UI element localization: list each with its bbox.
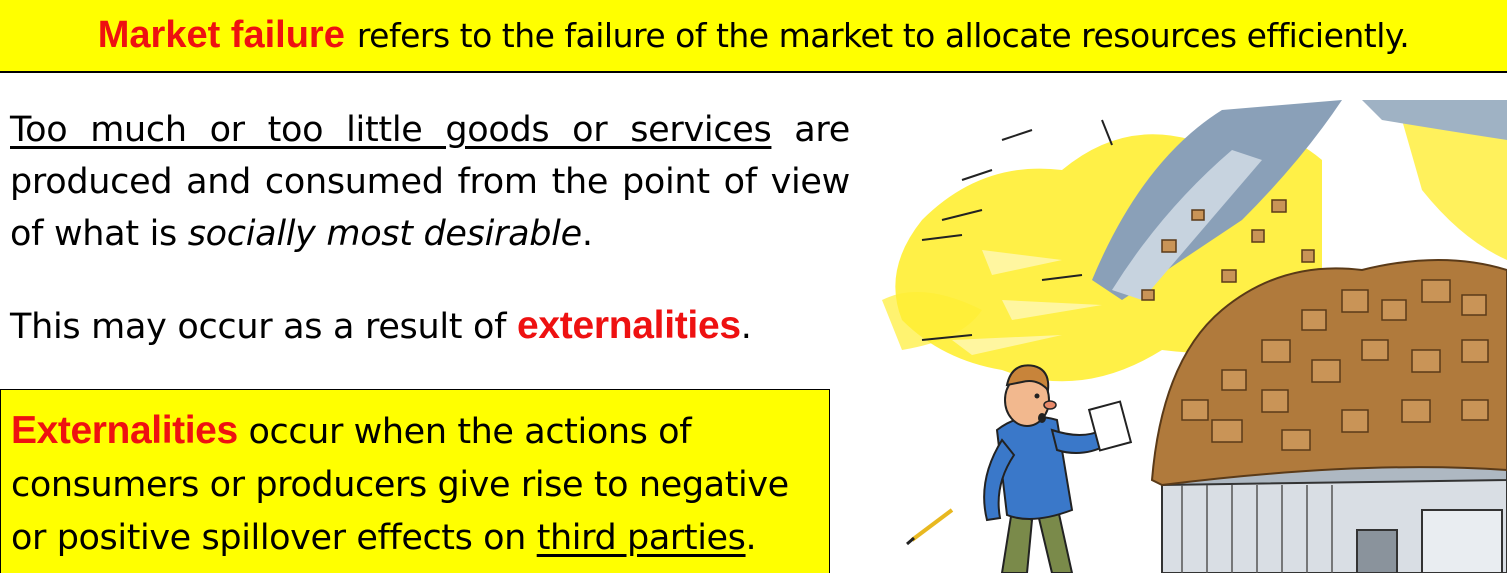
externalities-term: Externalities: [11, 409, 238, 452]
paragraph2-highlight: externalities: [517, 304, 741, 347]
externalities-definition-box: Externalities occur when the actions of …: [0, 389, 830, 573]
paragraph1-underlined: Too much or too little goods or services: [10, 110, 772, 150]
roof-icon: [1092, 100, 1507, 300]
box-pile-icon: [1141, 199, 1507, 487]
externalities-underlined: third parties: [536, 518, 746, 558]
paragraph-externalities-cause: This may occur as a result of externalit…: [10, 300, 850, 353]
externalities-middle: occur when the actions of consumers or p…: [11, 412, 789, 558]
paragraph2-before: This may occur as a result of: [10, 307, 518, 347]
paragraph1-end: .: [581, 214, 593, 254]
market-failure-banner: Market failure refers to the failure of …: [0, 0, 1507, 73]
externalities-end: .: [745, 518, 757, 558]
paragraph2-end: .: [740, 307, 752, 347]
market-failure-definition: refers to the failure of the market to a…: [356, 16, 1410, 55]
paragraph1-middle: are produced and consumed from the point…: [10, 110, 850, 254]
motion-lines-icon: [921, 119, 1113, 341]
paragraph1-italic: socially most desirable: [187, 214, 582, 254]
man-figure-icon: [906, 364, 1133, 573]
market-failure-term: Market failure: [97, 14, 345, 56]
cartoon-man-with-exploding-warehouse-icon: [882, 100, 1507, 573]
paragraph-too-much-too-little: Too much or too little goods or services…: [10, 104, 850, 260]
